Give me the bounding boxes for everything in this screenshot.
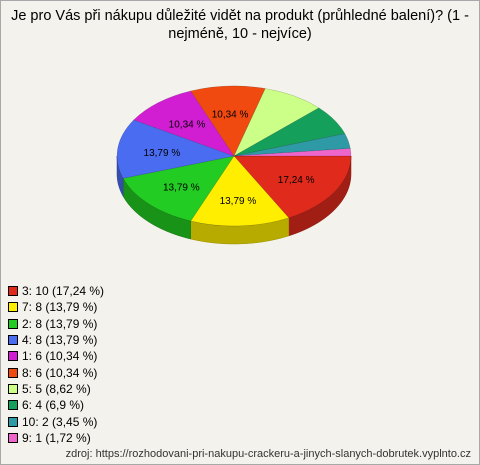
slice bbox=[233, 155, 352, 219]
legend-label: 8: 6 (10,34 %) bbox=[22, 365, 98, 380]
source: zdroj: https://rozhodovani-pri-nakupu-cr… bbox=[65, 448, 471, 460]
slice bbox=[190, 155, 290, 227]
slice bbox=[190, 85, 266, 157]
value-label: 17,24 % bbox=[278, 175, 315, 186]
legend-item: 3: 10 (17,24 %) bbox=[8, 283, 104, 299]
slice bbox=[233, 88, 320, 157]
legend-swatch bbox=[8, 383, 18, 394]
slice bbox=[233, 107, 346, 157]
legend-swatch bbox=[8, 367, 18, 378]
legend-item: 7: 8 (13,79 %) bbox=[8, 299, 104, 315]
legend-label: 4: 8 (13,79 %) bbox=[22, 333, 98, 348]
value-label: 10,34 % bbox=[212, 109, 249, 120]
slice bbox=[133, 90, 235, 157]
legend-item: 8: 6 (10,34 %) bbox=[8, 364, 104, 380]
legend: 3: 10 (17,24 %) 7: 8 (13,79 %) 2: 8 (13,79… bbox=[8, 283, 104, 446]
legend-swatch bbox=[8, 302, 18, 313]
legend-label: 6: 4 (6,9 %) bbox=[22, 398, 85, 413]
legend-swatch bbox=[8, 416, 18, 427]
slice bbox=[122, 155, 235, 222]
value-label: 10,34 % bbox=[169, 120, 206, 131]
legend-item: 4: 8 (13,79 %) bbox=[8, 332, 104, 348]
slice bbox=[233, 148, 352, 157]
value-label: 13,79 % bbox=[163, 182, 200, 193]
legend-swatch bbox=[8, 335, 18, 346]
slice bbox=[116, 119, 235, 179]
legend-item: 10: 2 (3,45 %) bbox=[8, 413, 104, 429]
legend-item: 1: 6 (10,34 %) bbox=[8, 348, 104, 364]
legend-swatch bbox=[8, 432, 18, 443]
legend-item: 9: 1 (1,72 %) bbox=[8, 430, 104, 446]
legend-label: 10: 2 (3,45 %) bbox=[22, 414, 98, 429]
legend-swatch bbox=[8, 400, 18, 411]
legend-swatch bbox=[8, 351, 18, 362]
legend-item: 2: 8 (13,79 %) bbox=[8, 316, 104, 332]
slice bbox=[233, 133, 351, 157]
legend-label: 5: 5 (8,62 %) bbox=[22, 381, 91, 396]
legend-label: 7: 8 (13,79 %) bbox=[22, 300, 98, 315]
chart-title: Je pro Vás při nákupu důležité vidět na … bbox=[11, 8, 469, 42]
legend-swatch bbox=[8, 318, 18, 329]
legend-swatch bbox=[8, 286, 18, 297]
value-label: 13,79 % bbox=[144, 148, 181, 159]
value-label: 13,79 % bbox=[220, 196, 257, 207]
legend-label: 9: 1 (1,72 %) bbox=[22, 430, 91, 445]
pie: 17,24 % 13,79 % 13,79 % 13,79 % 10,34 % 10,34… bbox=[116, 85, 352, 245]
legend-label: 1: 6 (10,34 %) bbox=[22, 349, 98, 364]
legend-label: 3: 10 (17,24 %) bbox=[22, 284, 105, 299]
legend-item: 6: 4 (6,9 %) bbox=[8, 397, 104, 413]
legend-label: 2: 8 (13,79 %) bbox=[22, 316, 98, 331]
legend-item: 5: 5 (8,62 %) bbox=[8, 381, 104, 397]
